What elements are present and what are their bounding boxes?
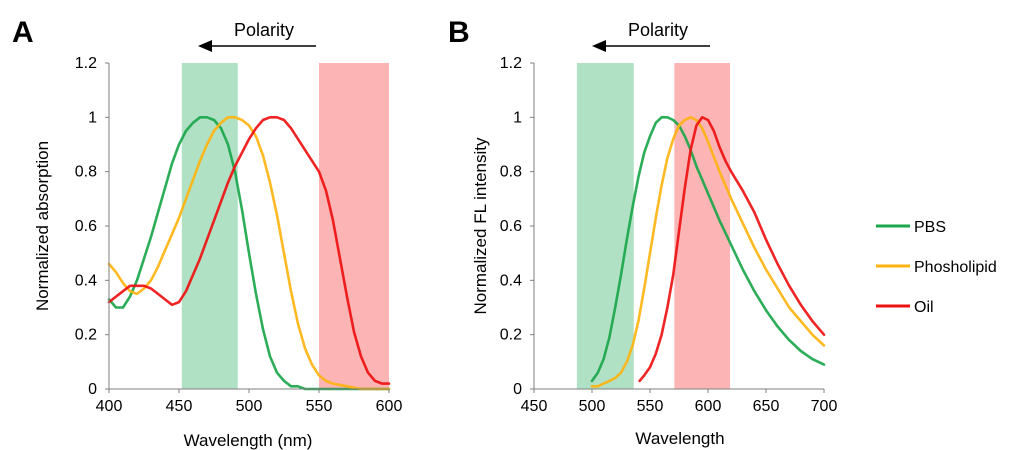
panel-b-series — [590, 116, 826, 388]
panel-b-series-phosholipid — [590, 116, 826, 388]
panel-a-letter: A — [12, 16, 34, 49]
panel-b-y-axis-title: Normalized FL intensity — [471, 137, 490, 314]
panel-b-x-ticks: 450 500 550 600 650 700 — [521, 389, 838, 415]
panel-a-x-tick-label: 550 — [306, 398, 333, 415]
legend-item-pbs: PBS — [876, 219, 946, 236]
panel-b-y-tick-label: 1.2 — [500, 55, 522, 72]
panel-b-x-tick-label: 650 — [753, 398, 780, 415]
panel-b-y-tick-label: 0.4 — [500, 272, 522, 289]
panel-a-polarity-arrow — [198, 40, 316, 52]
panel-a-y-ticks: 0 0.2 0.4 0.6 0.8 1 1.2 — [75, 55, 109, 398]
legend-label-phosholipid: Phosholipid — [914, 259, 997, 276]
panel-b-polarity-label: Polarity — [628, 20, 688, 40]
legend-item-phosholipid: Phosholipid — [876, 259, 997, 276]
panel-b-x-tick-label: 600 — [695, 398, 722, 415]
panel-b-y-tick-label: 1 — [513, 109, 522, 126]
panel-b-series-oil — [638, 116, 826, 383]
legend-item-oil: Oil — [876, 299, 934, 316]
panel-a-x-tick-label: 400 — [96, 398, 123, 415]
panel-a-y-tick-label: 0.2 — [75, 327, 97, 344]
panel-b: B 0 0.2 0.4 0.6 0.8 1 1.2 450 500 550 600 650 700 W… — [448, 16, 837, 448]
panel-a-polarity-label: Polarity — [234, 20, 294, 40]
panel-b-x-axis-title: Wavelength — [635, 429, 724, 448]
panel-a-y-tick-label: 1 — [88, 109, 97, 126]
panel-a-y-axis-title: Normalized absorption — [33, 141, 52, 311]
panel-a-red-band — [319, 63, 389, 389]
legend-label-pbs: PBS — [914, 219, 946, 236]
panel-a-x-ticks: 400 450 500 550 600 — [96, 389, 403, 415]
panel-a-x-tick-label: 450 — [166, 398, 193, 415]
panel-b-polarity-arrow — [592, 40, 710, 52]
panel-a-y-tick-label: 0.8 — [75, 164, 97, 181]
panel-b-green-band — [576, 63, 634, 389]
panel-b-y-ticks: 0 0.2 0.4 0.6 0.8 1 1.2 — [500, 55, 534, 398]
panel-b-y-tick-label: 0.8 — [500, 164, 522, 181]
panel-a-x-tick-label: 500 — [236, 398, 263, 415]
panel-a-green-band — [181, 63, 238, 389]
panel-b-x-tick-label: 500 — [579, 398, 606, 415]
panel-b-x-tick-label: 550 — [637, 398, 664, 415]
panel-a-x-tick-label: 600 — [376, 398, 403, 415]
panel-b-x-tick-label: 700 — [811, 398, 838, 415]
panel-b-y-tick-label: 0 — [513, 381, 522, 398]
panel-a: A 0 0.2 0.4 0.6 0.8 1 1.2 400 450 500 550 600 Wave… — [12, 16, 402, 450]
legend-label-oil: Oil — [914, 299, 934, 316]
panel-a-series-phosholipid — [107, 116, 391, 391]
legend: PBS Phosholipid Oil — [876, 219, 997, 316]
panel-b-letter: B — [448, 16, 470, 49]
panel-a-x-axis-title: Wavelength (nm) — [184, 431, 313, 450]
panel-b-y-tick-label: 0.6 — [500, 218, 522, 235]
panel-a-y-tick-label: 0 — [88, 381, 97, 398]
panel-a-y-tick-label: 0.6 — [75, 218, 97, 235]
panel-a-y-tick-label: 1.2 — [75, 55, 97, 72]
panel-a-series-oil — [107, 116, 391, 385]
panel-a-y-tick-label: 0.4 — [75, 272, 97, 289]
panel-b-x-tick-label: 450 — [521, 398, 548, 415]
panel-b-y-tick-label: 0.2 — [500, 327, 522, 344]
